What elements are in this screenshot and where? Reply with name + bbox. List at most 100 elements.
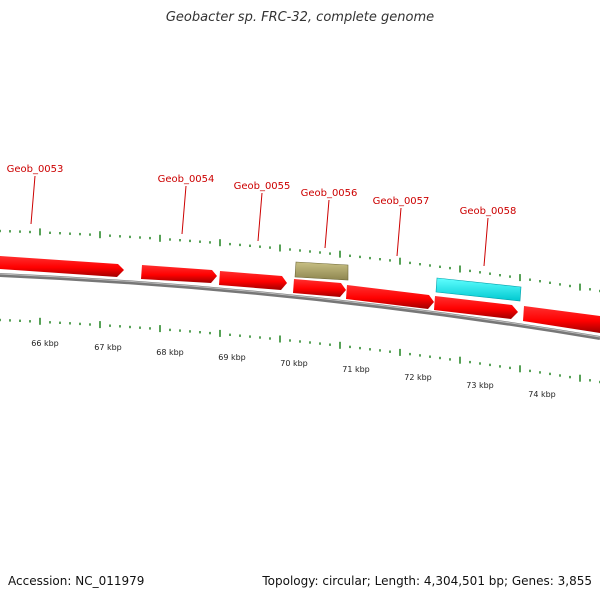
minor-tick <box>389 259 391 262</box>
minor-tick <box>69 322 71 325</box>
major-tick <box>219 329 221 337</box>
scale-label-67kbp: 67 kbp <box>94 343 122 352</box>
major-tick <box>459 265 461 273</box>
minor-tick <box>149 236 151 240</box>
major-tick <box>339 341 341 349</box>
major-tick <box>159 325 161 333</box>
minor-tick <box>359 346 361 350</box>
minor-tick <box>89 323 91 326</box>
major-tick <box>99 231 101 239</box>
minor-tick <box>49 231 51 234</box>
major-tick <box>339 250 341 258</box>
scale-label-72kbp: 72 kbp <box>404 373 432 382</box>
minor-tick <box>189 239 191 243</box>
gene-arrow[interactable] <box>346 285 434 309</box>
minor-tick <box>129 325 131 329</box>
minor-tick <box>269 246 271 249</box>
minor-tick <box>139 326 141 329</box>
minor-tick <box>289 248 291 251</box>
feature-cyan-block[interactable] <box>435 277 522 302</box>
minor-tick <box>469 269 471 273</box>
genome-backbone-highlight <box>0 273 600 338</box>
scale-label-66kbp: 66 kbp <box>31 339 59 348</box>
minor-tick <box>109 324 111 327</box>
minor-tick <box>349 254 351 257</box>
inner-tick-ring <box>0 317 600 384</box>
gene-label-geob-0058[interactable]: Geob_0058 <box>460 206 517 217</box>
gene-label-geob-0055[interactable]: Geob_0055 <box>234 181 291 192</box>
minor-tick <box>299 249 301 252</box>
minor-tick <box>299 340 301 343</box>
minor-tick <box>499 365 501 368</box>
minor-tick <box>549 281 551 284</box>
minor-tick <box>209 241 211 244</box>
minor-tick <box>239 334 241 337</box>
minor-tick <box>169 328 171 332</box>
major-tick <box>39 228 41 236</box>
minor-tick <box>229 333 231 336</box>
minor-tick <box>229 242 231 246</box>
gene-label-geob-0057[interactable]: Geob_0057 <box>373 196 430 207</box>
minor-tick <box>449 358 451 361</box>
minor-tick <box>309 250 311 253</box>
gene-label-geob-0054[interactable]: Geob_0054 <box>158 174 215 185</box>
minor-tick <box>549 372 551 376</box>
minor-tick <box>89 233 91 236</box>
minor-tick <box>429 264 431 267</box>
gene-label-geob-0053[interactable]: Geob_0053 <box>7 164 64 175</box>
outer-tick-ring <box>0 228 600 293</box>
scale-label-73kbp: 73 kbp <box>466 381 494 390</box>
gene-arrow[interactable] <box>523 306 600 333</box>
minor-tick <box>289 339 291 342</box>
gene-label-leaders <box>30 175 489 267</box>
gene-arrow[interactable] <box>434 296 518 319</box>
minor-tick <box>569 375 571 379</box>
minor-tick <box>419 354 421 357</box>
minor-tick <box>29 230 31 234</box>
minor-tick <box>389 350 391 353</box>
accession-text: Accession: NC_011979 <box>8 574 145 588</box>
minor-tick <box>369 256 371 260</box>
minor-tick <box>19 230 21 233</box>
minor-tick <box>19 319 21 322</box>
major-tick <box>579 374 581 382</box>
minor-tick <box>59 232 61 235</box>
minor-tick <box>139 236 141 239</box>
minor-tick <box>409 352 411 356</box>
minor-tick <box>109 234 111 237</box>
minor-tick <box>379 258 381 261</box>
minor-tick <box>179 329 181 332</box>
gene-arrow[interactable] <box>219 271 287 290</box>
minor-tick <box>259 245 261 248</box>
major-tick <box>579 283 581 291</box>
minor-tick <box>0 318 1 322</box>
minor-tick <box>49 321 51 324</box>
gene-arrow[interactable] <box>0 256 124 277</box>
minor-tick <box>469 360 471 364</box>
minor-tick <box>269 337 271 340</box>
major-tick <box>519 274 521 282</box>
minor-tick <box>69 232 71 235</box>
minor-tick <box>79 232 81 236</box>
scale-label-71kbp: 71 kbp <box>342 365 370 374</box>
minor-tick <box>209 331 211 335</box>
minor-tick <box>329 343 331 346</box>
gene-label-geob-0056[interactable]: Geob_0056 <box>301 188 358 199</box>
minor-tick <box>349 345 351 349</box>
major-tick <box>459 356 461 364</box>
minor-tick <box>79 322 81 326</box>
feature-olive-block[interactable] <box>294 261 349 281</box>
gene-arrow[interactable] <box>141 265 217 283</box>
scale-label-70kbp: 70 kbp <box>280 359 308 368</box>
minor-tick <box>319 342 321 345</box>
minor-tick <box>169 238 171 241</box>
minor-tick <box>569 284 571 288</box>
minor-tick <box>529 278 531 281</box>
minor-tick <box>189 330 191 333</box>
minor-tick <box>539 371 541 374</box>
major-tick <box>39 317 41 325</box>
minor-tick <box>309 341 311 344</box>
minor-tick <box>59 321 61 324</box>
gene-arrow[interactable] <box>293 279 346 297</box>
minor-tick <box>479 271 481 274</box>
